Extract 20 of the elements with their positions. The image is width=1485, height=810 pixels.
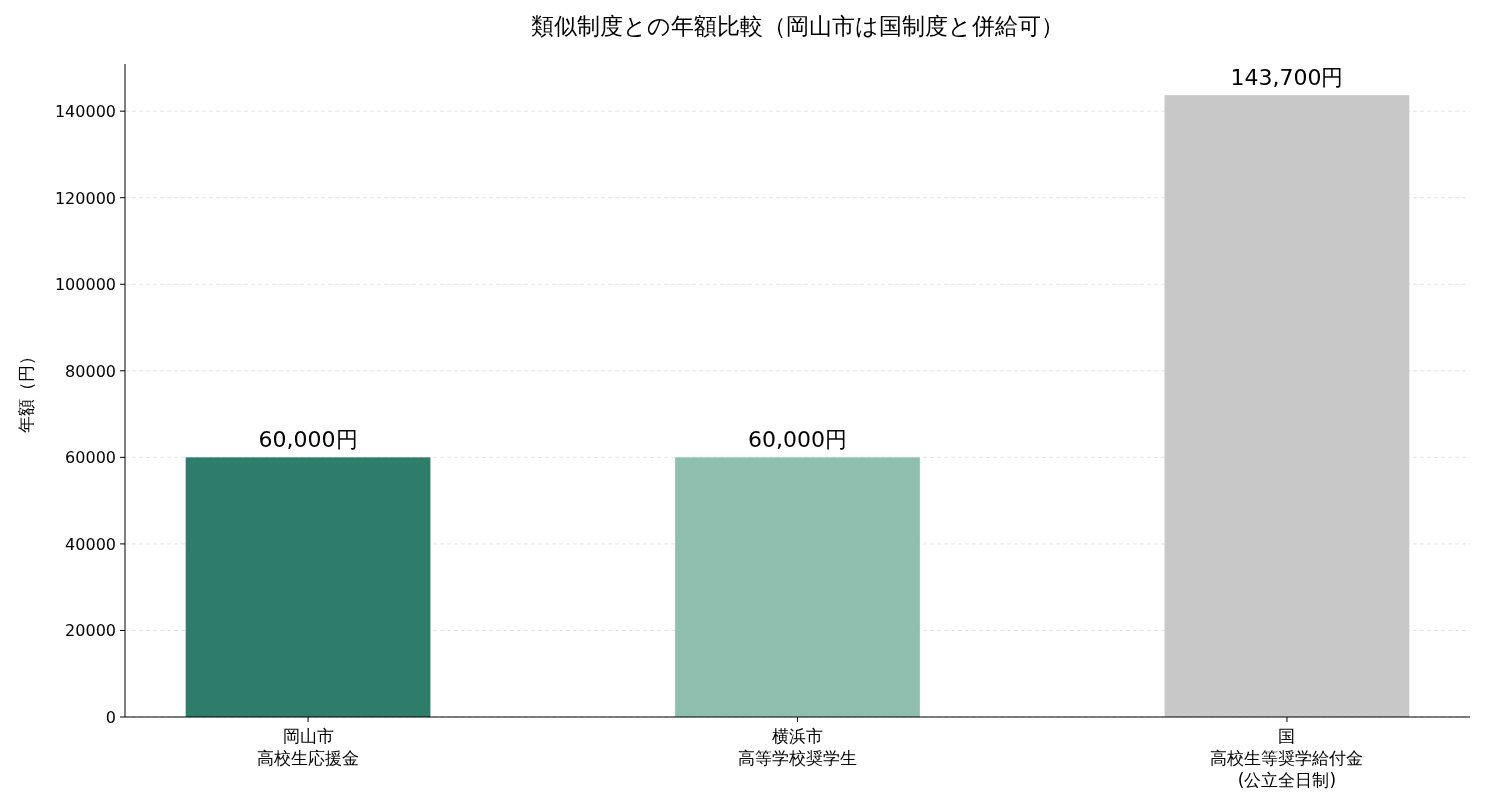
y-tick-label: 60000	[65, 448, 116, 468]
data-label: 60,000円	[258, 427, 358, 453]
category-label: 岡山市	[282, 726, 334, 746]
y-axis-title: 年額（円）	[16, 348, 36, 433]
category-label: 高校生等奨学給付金	[1210, 748, 1364, 768]
y-tick-label: 120000	[54, 188, 116, 208]
data-label: 143,700円	[1230, 65, 1344, 91]
data-label: 60,000円	[748, 427, 847, 453]
category-label: 高校生応援金	[257, 748, 360, 768]
category-label: (公立全日制)	[1237, 770, 1337, 790]
y-tick-label: 140000	[54, 102, 116, 122]
category-label: 国	[1278, 726, 1296, 746]
y-tick-label: 40000	[65, 534, 116, 554]
y-tick-label: 100000	[54, 275, 116, 295]
category-label: 横浜市	[772, 726, 823, 746]
y-tick-label: 0	[105, 708, 116, 727]
category-label: 高等学校奨学生	[738, 748, 857, 768]
chart-title: 類似制度との年額比較（岡山市は国制度と併給可）	[531, 13, 1064, 39]
y-tick-label: 20000	[65, 621, 116, 641]
y-tick-label: 80000	[65, 361, 116, 381]
